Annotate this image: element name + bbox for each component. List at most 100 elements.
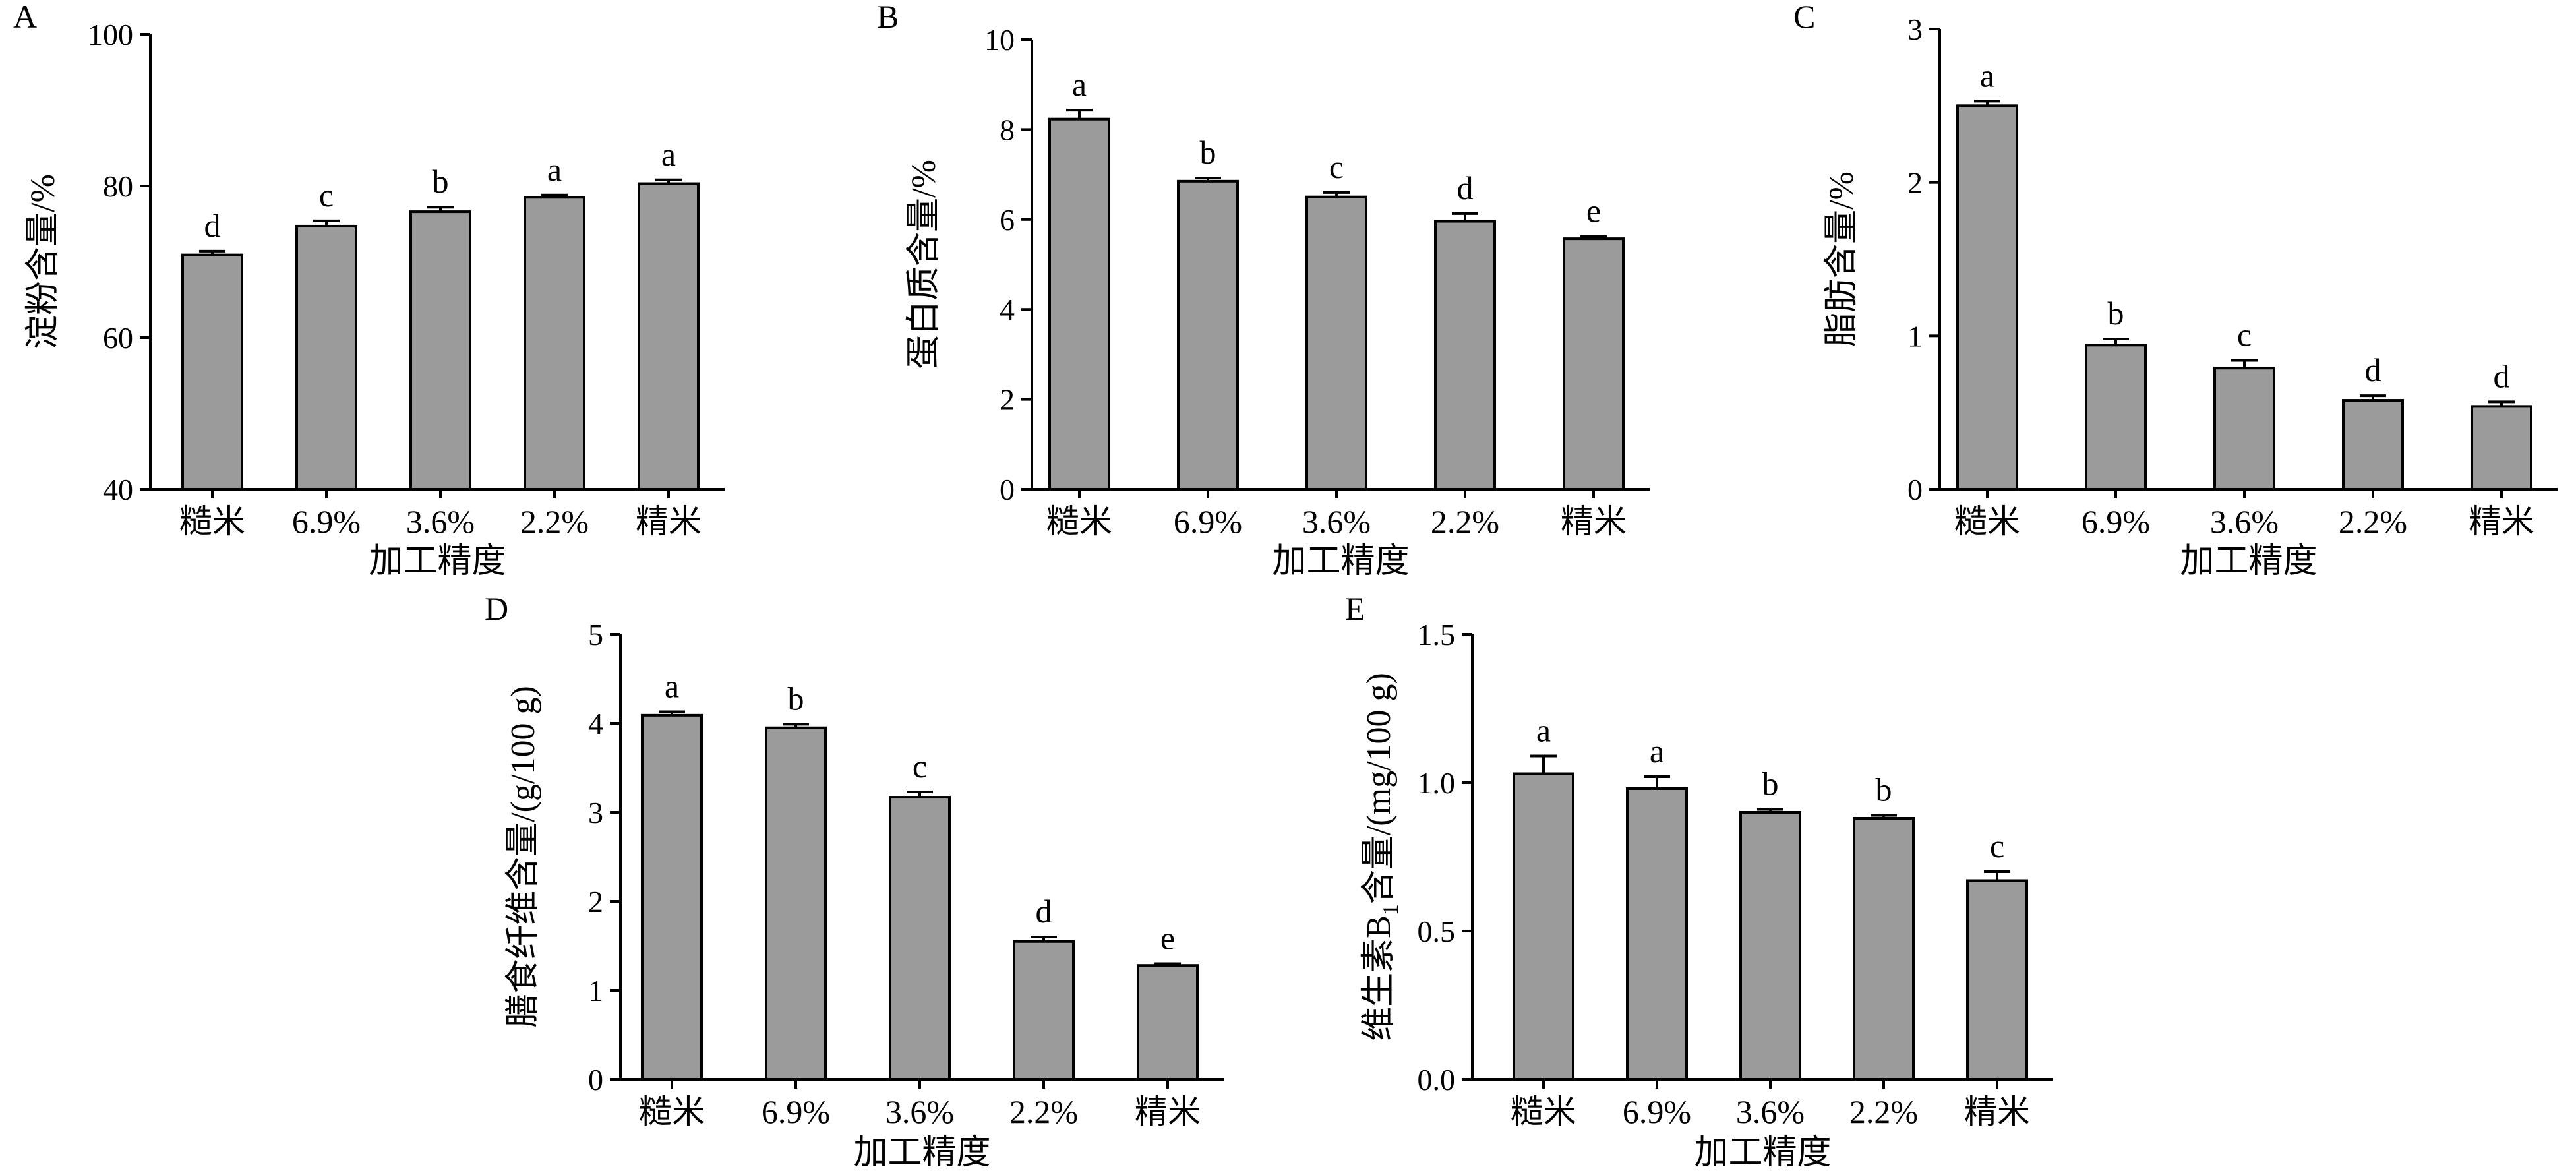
x-tick-label: 2.2% <box>1009 1093 1078 1130</box>
y-tick-label: 0.0 <box>1418 1063 1456 1097</box>
bar <box>1626 787 1688 1081</box>
y-tick-label: 0 <box>588 1063 603 1097</box>
y-tick-label: 0 <box>1000 473 1015 506</box>
y-axis-label-main: 维生素B <box>1360 915 1398 1041</box>
significance-letter: b <box>433 163 449 200</box>
bar <box>2085 344 2147 491</box>
panel-label: C <box>1793 0 1815 35</box>
x-tick-label: 精米 <box>1964 1093 2030 1130</box>
y-axis-label-subscript: 1 <box>1379 904 1403 915</box>
x-tick-label: 3.6% <box>2210 503 2279 540</box>
bar <box>295 224 357 491</box>
bar <box>181 253 243 491</box>
y-axis-label: 膳食纤维含量/(g/100 g) <box>504 686 542 1028</box>
y-axis-label: 脂肪含量/% <box>1823 171 1861 347</box>
bar <box>1434 220 1496 491</box>
x-tick-label: 糙米 <box>1046 503 1112 540</box>
y-tick-label: 80 <box>103 169 133 203</box>
y-tick-label: 1 <box>588 974 603 1008</box>
y-axis-label: 蛋白质含量/% <box>905 160 943 369</box>
y-tick-label: 4 <box>588 707 603 740</box>
significance-letter: e <box>1586 193 1601 229</box>
significance-letter: e <box>1160 920 1175 957</box>
bar <box>765 726 827 1081</box>
y-tick-label: 60 <box>103 321 133 355</box>
y-tick-label: 0 <box>1907 473 1923 506</box>
y-tick-label: 3 <box>1907 13 1923 46</box>
significance-letter: d <box>1457 169 1474 206</box>
bar <box>1966 879 2028 1081</box>
significance-letter: b <box>2108 295 2124 332</box>
bar <box>1137 964 1199 1081</box>
bar <box>889 796 951 1081</box>
bar <box>2342 399 2404 491</box>
x-axis-label: 加工精度 <box>369 543 506 580</box>
x-tick-label: 3.6% <box>885 1093 954 1130</box>
significance-letter: b <box>1876 771 1892 808</box>
x-tick-label: 6.9% <box>1623 1093 1691 1130</box>
y-tick-label: 2 <box>1000 383 1015 417</box>
bar <box>1177 179 1239 491</box>
y-axis-label: 维生素B1含量/(mg/100 g) <box>1360 673 1403 1041</box>
panel-label: B <box>877 0 899 35</box>
panel-label: A <box>13 0 37 35</box>
x-tick-label: 精米 <box>1561 503 1627 540</box>
bar <box>1739 811 1801 1081</box>
significance-letter: a <box>1650 733 1664 769</box>
x-tick-label: 糙米 <box>179 503 245 540</box>
x-tick-label: 6.9% <box>292 503 361 540</box>
significance-letter: a <box>665 667 679 704</box>
bar <box>409 210 471 491</box>
y-tick-label: 40 <box>103 473 133 506</box>
significance-letter: d <box>204 207 221 244</box>
y-tick-label: 1 <box>1907 319 1923 353</box>
y-tick-label: 2 <box>1907 166 1923 200</box>
x-tick-label: 6.9% <box>1174 503 1242 540</box>
panel-label: E <box>1345 590 1365 627</box>
bar <box>638 182 700 491</box>
y-tick-label: 100 <box>88 18 133 51</box>
bar <box>1513 772 1574 1081</box>
y-tick-label: 4 <box>1000 293 1015 326</box>
x-tick-label: 糙米 <box>1954 503 2020 540</box>
bar <box>641 713 703 1081</box>
bar <box>2471 405 2532 491</box>
significance-letter: a <box>547 151 562 188</box>
significance-letter: a <box>1980 57 1994 94</box>
y-tick-label: 3 <box>588 796 603 829</box>
x-tick-label: 2.2% <box>2339 503 2407 540</box>
y-axis-label-main: 淀粉含量/% <box>24 174 62 349</box>
significance-letter: a <box>661 136 676 173</box>
significance-letter: c <box>1990 828 2004 864</box>
x-tick-label: 2.2% <box>520 503 589 540</box>
y-tick-label: 1.0 <box>1418 766 1456 800</box>
y-axis-label-main: 脂肪含量/% <box>1823 171 1861 347</box>
x-axis-label: 加工精度 <box>1694 1134 1831 1172</box>
bar <box>1853 817 1915 1081</box>
x-tick-label: 糙米 <box>639 1093 705 1130</box>
x-tick-label: 糙米 <box>1511 1093 1576 1130</box>
significance-letter: c <box>2237 316 2252 353</box>
y-axis-label: 淀粉含量/% <box>24 174 62 349</box>
x-tick-label: 6.9% <box>2082 503 2150 540</box>
y-tick-label: 8 <box>1000 113 1015 146</box>
x-tick-label: 2.2% <box>1431 503 1499 540</box>
x-axis-label: 加工精度 <box>1272 543 1409 580</box>
bar <box>524 196 585 491</box>
significance-letter: d <box>2494 357 2510 394</box>
y-axis-label-tail: 含量/(mg/100 g) <box>1360 673 1398 904</box>
x-tick-label: 精米 <box>1135 1093 1201 1130</box>
y-tick-label: 2 <box>588 885 603 919</box>
y-tick-label: 5 <box>588 618 603 651</box>
x-tick-label: 2.2% <box>1849 1093 1918 1130</box>
significance-letter: a <box>1536 712 1551 749</box>
significance-letter: c <box>319 177 334 214</box>
significance-letter: b <box>788 680 804 717</box>
significance-letter: b <box>1200 134 1216 171</box>
bar <box>1956 104 2018 491</box>
x-tick-label: 精米 <box>636 503 702 540</box>
